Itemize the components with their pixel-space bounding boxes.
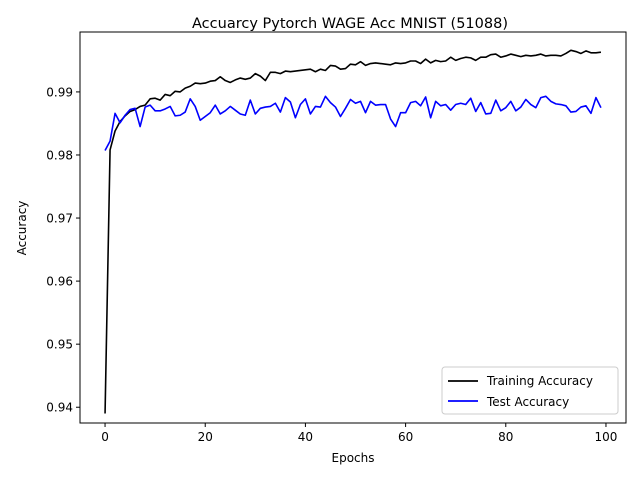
series-line-0 [104, 49, 602, 414]
x-axis-label: Epochs [332, 451, 375, 465]
x-tick-label: 20 [198, 430, 213, 444]
y-axis-label: Accuracy [15, 201, 29, 256]
legend-box [441, 366, 619, 415]
y-axis: 0.94 0.95 0.96 0.97 0.98 0.99 [46, 85, 80, 415]
y-tick-label: 0.95 [46, 338, 73, 352]
plot-frame [79, 31, 627, 424]
x-tick-label: 80 [498, 430, 513, 444]
y-tick-label: 0.99 [46, 85, 73, 99]
legend: Training Accuracy Test Accuracy [441, 366, 619, 415]
x-axis: 0 20 40 60 80 100 [101, 423, 617, 444]
series-line-1 [104, 95, 602, 151]
x-tick-label: 40 [298, 430, 313, 444]
plot-lines [104, 49, 602, 414]
y-tick-label: 0.97 [46, 212, 73, 226]
y-tick-label: 0.96 [46, 275, 73, 289]
chart-title: Accuarcy Pytorch WAGE Acc MNIST (51088) [192, 16, 508, 32]
y-tick-label: 0.94 [46, 401, 73, 415]
x-tick-label: 100 [595, 430, 618, 444]
legend-label-training: Training Accuracy [486, 374, 593, 388]
x-tick-label: 60 [398, 430, 413, 444]
y-tick-label: 0.98 [46, 148, 73, 162]
x-tick-label: 0 [101, 430, 109, 444]
legend-label-test: Test Accuracy [486, 395, 569, 409]
